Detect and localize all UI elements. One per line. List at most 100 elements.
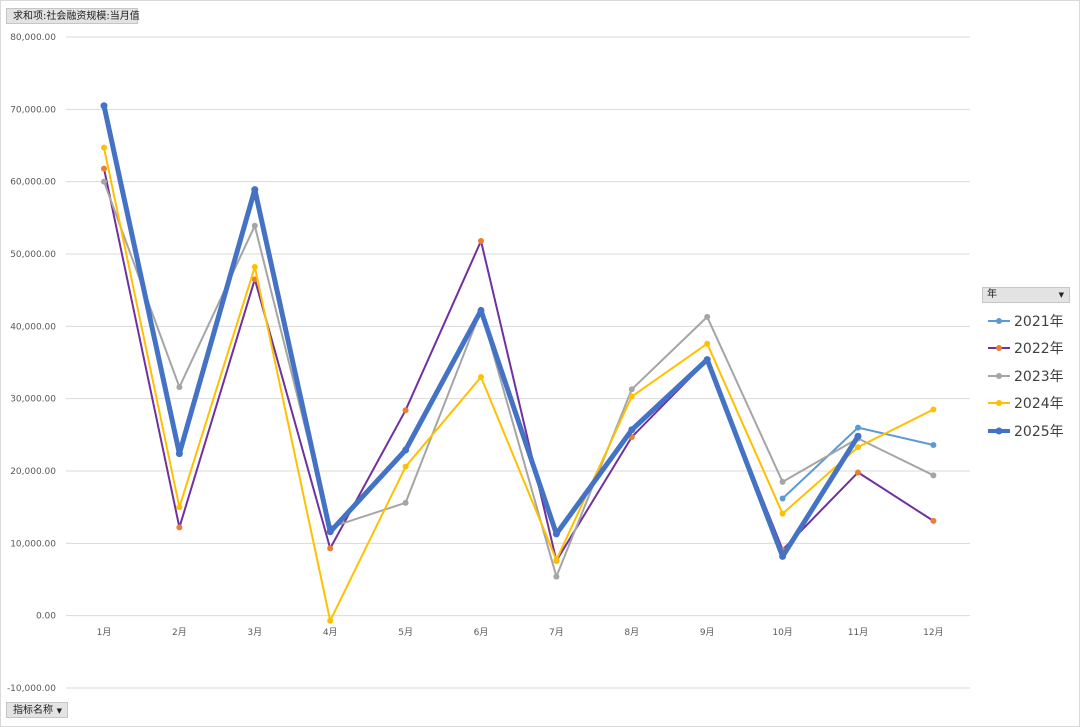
data-point — [176, 504, 183, 511]
series-1 — [779, 424, 937, 502]
series-2 — [101, 165, 937, 564]
data-point — [101, 165, 107, 172]
legend-label: 2021年 — [1014, 313, 1064, 330]
data-point — [855, 424, 861, 431]
data-point — [251, 186, 259, 194]
x-category-label: 8月 — [624, 627, 639, 638]
dropdown-arrow-icon: ▼ — [1058, 291, 1064, 299]
legend-swatch — [988, 345, 1010, 352]
series-4 — [101, 144, 937, 624]
data-point — [326, 528, 334, 536]
dropdown-arrow-icon: ▼ — [56, 707, 62, 715]
data-point — [779, 552, 787, 560]
x-category-label: 10月 — [772, 627, 792, 638]
legend-swatch — [988, 372, 1010, 379]
data-point — [779, 510, 786, 517]
x-category-label: 3月 — [247, 627, 262, 638]
x-category-label: 12月 — [923, 627, 943, 638]
legend-item[interactable]: 2024年 — [986, 390, 1076, 418]
data-point — [100, 102, 108, 110]
data-point — [854, 432, 862, 440]
x-category-label: 4月 — [323, 627, 338, 638]
x-axis-category-labels: 1月 2月 3月 4月 5月 6月 7月 8月 9月 10月 11月 12月 — [97, 627, 944, 638]
legend-label: 2024年 — [1014, 396, 1064, 413]
legend-item[interactable]: 2021年 — [986, 307, 1076, 335]
data-point — [477, 306, 485, 314]
y-tick-label: 0.00 — [36, 612, 56, 622]
x-category-label: 11月 — [848, 627, 868, 638]
series-line — [103, 180, 935, 578]
y-tick-label: -10,000.00 — [7, 684, 56, 694]
data-point — [855, 469, 861, 476]
y-tick-label: 20,000.00 — [10, 467, 56, 477]
data-point — [478, 237, 484, 244]
data-point — [930, 517, 937, 524]
series-line — [103, 146, 935, 622]
legend-label: 2023年 — [1014, 368, 1064, 385]
y-tick-label: 70,000.00 — [10, 105, 56, 115]
data-point — [779, 495, 786, 502]
legend-label: 2022年 — [1014, 341, 1064, 358]
data-point — [930, 472, 937, 479]
data-point — [402, 499, 409, 506]
data-point — [176, 384, 183, 391]
category-field-button[interactable]: 指标名称 ▼ — [6, 702, 68, 718]
legend-swatch — [988, 400, 1010, 407]
data-point — [779, 478, 786, 485]
x-category-label: 7月 — [549, 627, 564, 638]
series-layer — [100, 102, 937, 624]
data-point — [855, 444, 861, 451]
category-field-label: 指标名称 — [13, 705, 53, 716]
y-tick-label: 60,000.00 — [10, 178, 56, 188]
x-category-label: 5月 — [398, 627, 413, 638]
value-field-button[interactable]: 求和项:社会融资规模:当月值 — [6, 8, 140, 24]
legend: 2021年 2022年 2023年 2024年 2025年 — [986, 307, 1076, 445]
data-point — [101, 144, 107, 151]
data-point — [628, 393, 635, 400]
data-point — [327, 545, 334, 552]
y-tick-label: 10,000.00 — [10, 539, 56, 549]
data-point — [628, 386, 635, 393]
x-category-label: 2月 — [172, 627, 187, 638]
data-point — [552, 530, 560, 538]
y-tick-label: 80,000.00 — [10, 33, 56, 43]
x-category-label: 9月 — [700, 627, 715, 638]
x-category-label: 1月 — [97, 627, 112, 638]
data-point — [704, 340, 711, 347]
x-category-label: 6月 — [474, 627, 489, 638]
y-tick-label: 30,000.00 — [10, 395, 56, 405]
data-point — [176, 524, 183, 531]
y-tick-label: 50,000.00 — [10, 250, 56, 260]
data-point — [251, 264, 258, 271]
data-point — [704, 313, 711, 320]
data-point — [478, 373, 484, 380]
legend-swatch — [988, 427, 1010, 435]
legend-item[interactable]: 2023年 — [986, 362, 1076, 390]
legend-item[interactable]: 2025年 — [986, 417, 1076, 445]
legend-field-button[interactable]: 年 ▼ — [982, 287, 1070, 303]
series-5 — [100, 102, 862, 560]
series-line — [103, 167, 935, 562]
data-point — [703, 356, 711, 364]
data-point — [327, 617, 334, 624]
data-point — [402, 463, 409, 470]
data-point — [101, 178, 107, 185]
y-axis-tick-labels: 80,000.00 70,000.00 60,000.00 50,000.00 40,0… — [7, 33, 56, 694]
data-point — [930, 406, 937, 413]
data-point — [402, 446, 410, 454]
data-point — [628, 426, 636, 434]
gridlines — [66, 36, 970, 689]
data-point — [251, 222, 258, 229]
data-point — [553, 556, 560, 563]
legend-label: 2025年 — [1014, 423, 1064, 440]
legend-field-label: 年 — [987, 289, 997, 300]
series-line — [101, 103, 861, 559]
data-point — [402, 407, 409, 414]
legend-item[interactable]: 2022年 — [986, 335, 1076, 363]
data-point — [930, 441, 937, 448]
legend-swatch — [988, 317, 1010, 324]
data-point — [553, 573, 560, 580]
y-tick-label: 40,000.00 — [10, 322, 56, 332]
